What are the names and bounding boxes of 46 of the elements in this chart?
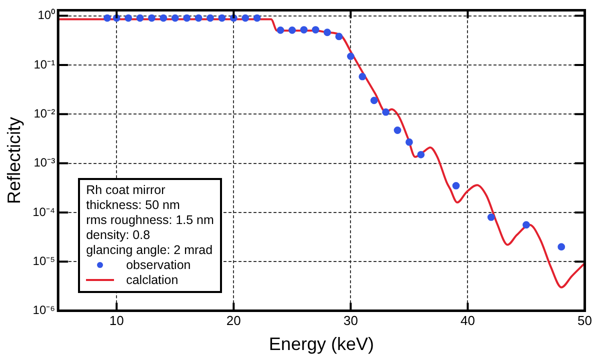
point: [312, 26, 320, 34]
point: [324, 28, 331, 36]
y-tick-label: 10⁻⁵: [32, 254, 56, 268]
point: [124, 14, 132, 22]
y-axis-title: Reflecticity: [4, 116, 24, 204]
point: [104, 14, 111, 22]
point: [136, 14, 144, 22]
y-tick-label: 10⁻⁶: [32, 303, 56, 318]
y-tick-label: 10⁻³: [34, 156, 56, 170]
point: [276, 26, 284, 34]
point: [183, 14, 191, 22]
x-tick-label: 30: [343, 313, 358, 328]
x-tick-label: 50: [578, 313, 592, 328]
point: [148, 14, 156, 22]
point: [417, 150, 425, 158]
legend-label: observation: [126, 258, 191, 273]
point: [300, 26, 308, 34]
point: [487, 214, 495, 221]
point: [358, 72, 366, 80]
point: [288, 26, 296, 34]
x-tick-label: 20: [226, 313, 241, 328]
point: [218, 14, 226, 22]
point: [370, 96, 378, 104]
x-axis-title: Energy (keV): [268, 334, 374, 354]
point: [346, 52, 354, 60]
y-tick-label: 10⁻¹: [34, 57, 56, 72]
point: [335, 32, 343, 40]
y-tick-label: 10⁰: [38, 8, 56, 22]
point: [253, 14, 261, 22]
point: [194, 14, 202, 22]
point: [171, 14, 179, 22]
point: [242, 14, 250, 22]
point: [206, 14, 214, 22]
x-tick-label: 10: [109, 313, 124, 328]
y-tick-label: 10⁻⁴: [32, 204, 56, 219]
line-series: [58, 18, 585, 288]
point: [406, 138, 413, 146]
point: [522, 221, 530, 229]
y-tick-label: 10⁻²: [34, 106, 56, 120]
point: [558, 243, 566, 251]
x-tick-label: 40: [460, 313, 475, 328]
point: [452, 182, 460, 190]
legend-label: calclation: [126, 272, 178, 288]
point: [382, 108, 390, 116]
point: [160, 14, 168, 22]
point: [394, 126, 402, 134]
